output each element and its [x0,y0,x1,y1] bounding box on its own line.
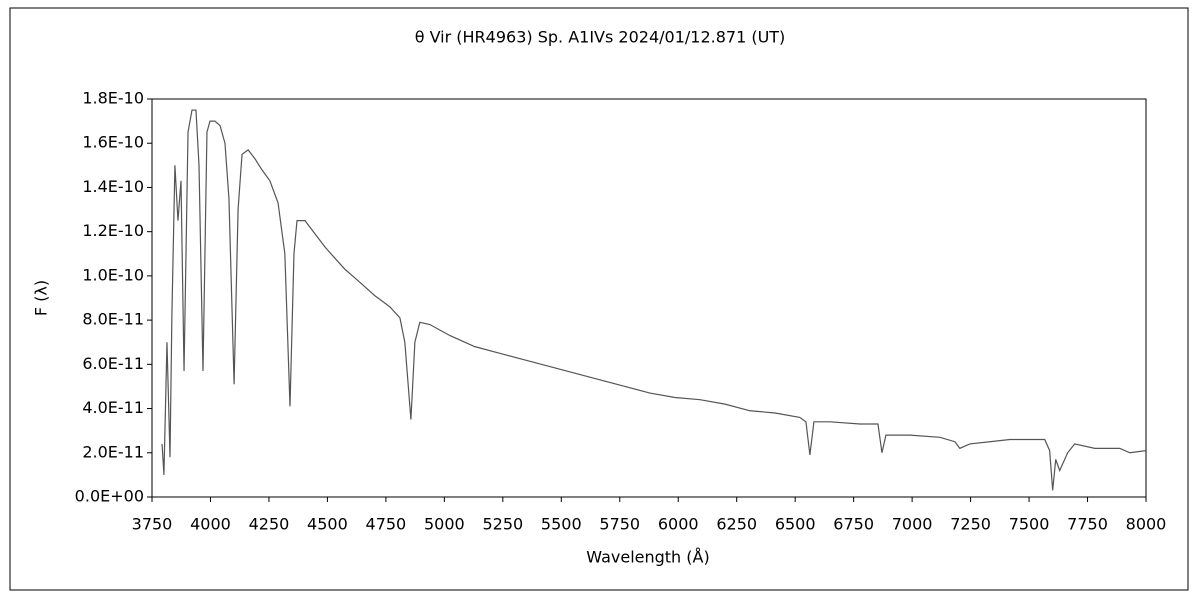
chart-frame [9,7,1189,591]
x-tick-label: 7000 [892,515,933,534]
plot-area [151,98,1147,498]
x-tick-label: 7250 [950,515,991,534]
x-tick-label: 6250 [716,515,757,534]
x-tick-label: 5000 [424,515,465,534]
spectrum-line [161,109,1147,491]
x-tick-label: 7500 [1009,515,1050,534]
y-axis-label: F (λ) [32,280,51,316]
x-tick-label: 5250 [482,515,523,534]
x-tick-label: 6750 [833,515,874,534]
x-tick-label: 4000 [190,515,231,534]
y-tick-label: 4.0E-11 [82,398,144,417]
y-tick-label: 6.0E-11 [82,354,144,373]
y-tick-label: 0.0E+00 [75,487,144,506]
x-tick-label: 6000 [658,515,699,534]
chart-title: θ Vir (HR4963) Sp. A1IVs 2024/01/12.871 … [415,28,786,47]
y-tick-label: 1.0E-10 [82,265,144,284]
y-tick-label: 8.0E-11 [82,310,144,329]
y-tick-label: 2.0E-11 [82,442,144,461]
x-tick-label: 4750 [366,515,407,534]
x-tick-label: 4500 [307,515,348,534]
y-tick-label: 1.2E-10 [82,221,144,240]
x-tick-label: 7750 [1067,515,1108,534]
x-tick-label: 5500 [541,515,582,534]
y-tick-label: 1.8E-10 [82,89,144,108]
x-tick-label: 8000 [1126,515,1167,534]
x-tick-label: 5750 [599,515,640,534]
y-tick-label: 1.6E-10 [82,133,144,152]
x-tick-label: 6500 [775,515,816,534]
y-tick-label: 1.4E-10 [82,177,144,196]
x-tick-label: 3750 [132,515,173,534]
x-axis-label: Wavelength (Å) [586,548,709,567]
x-tick-label: 4250 [249,515,290,534]
